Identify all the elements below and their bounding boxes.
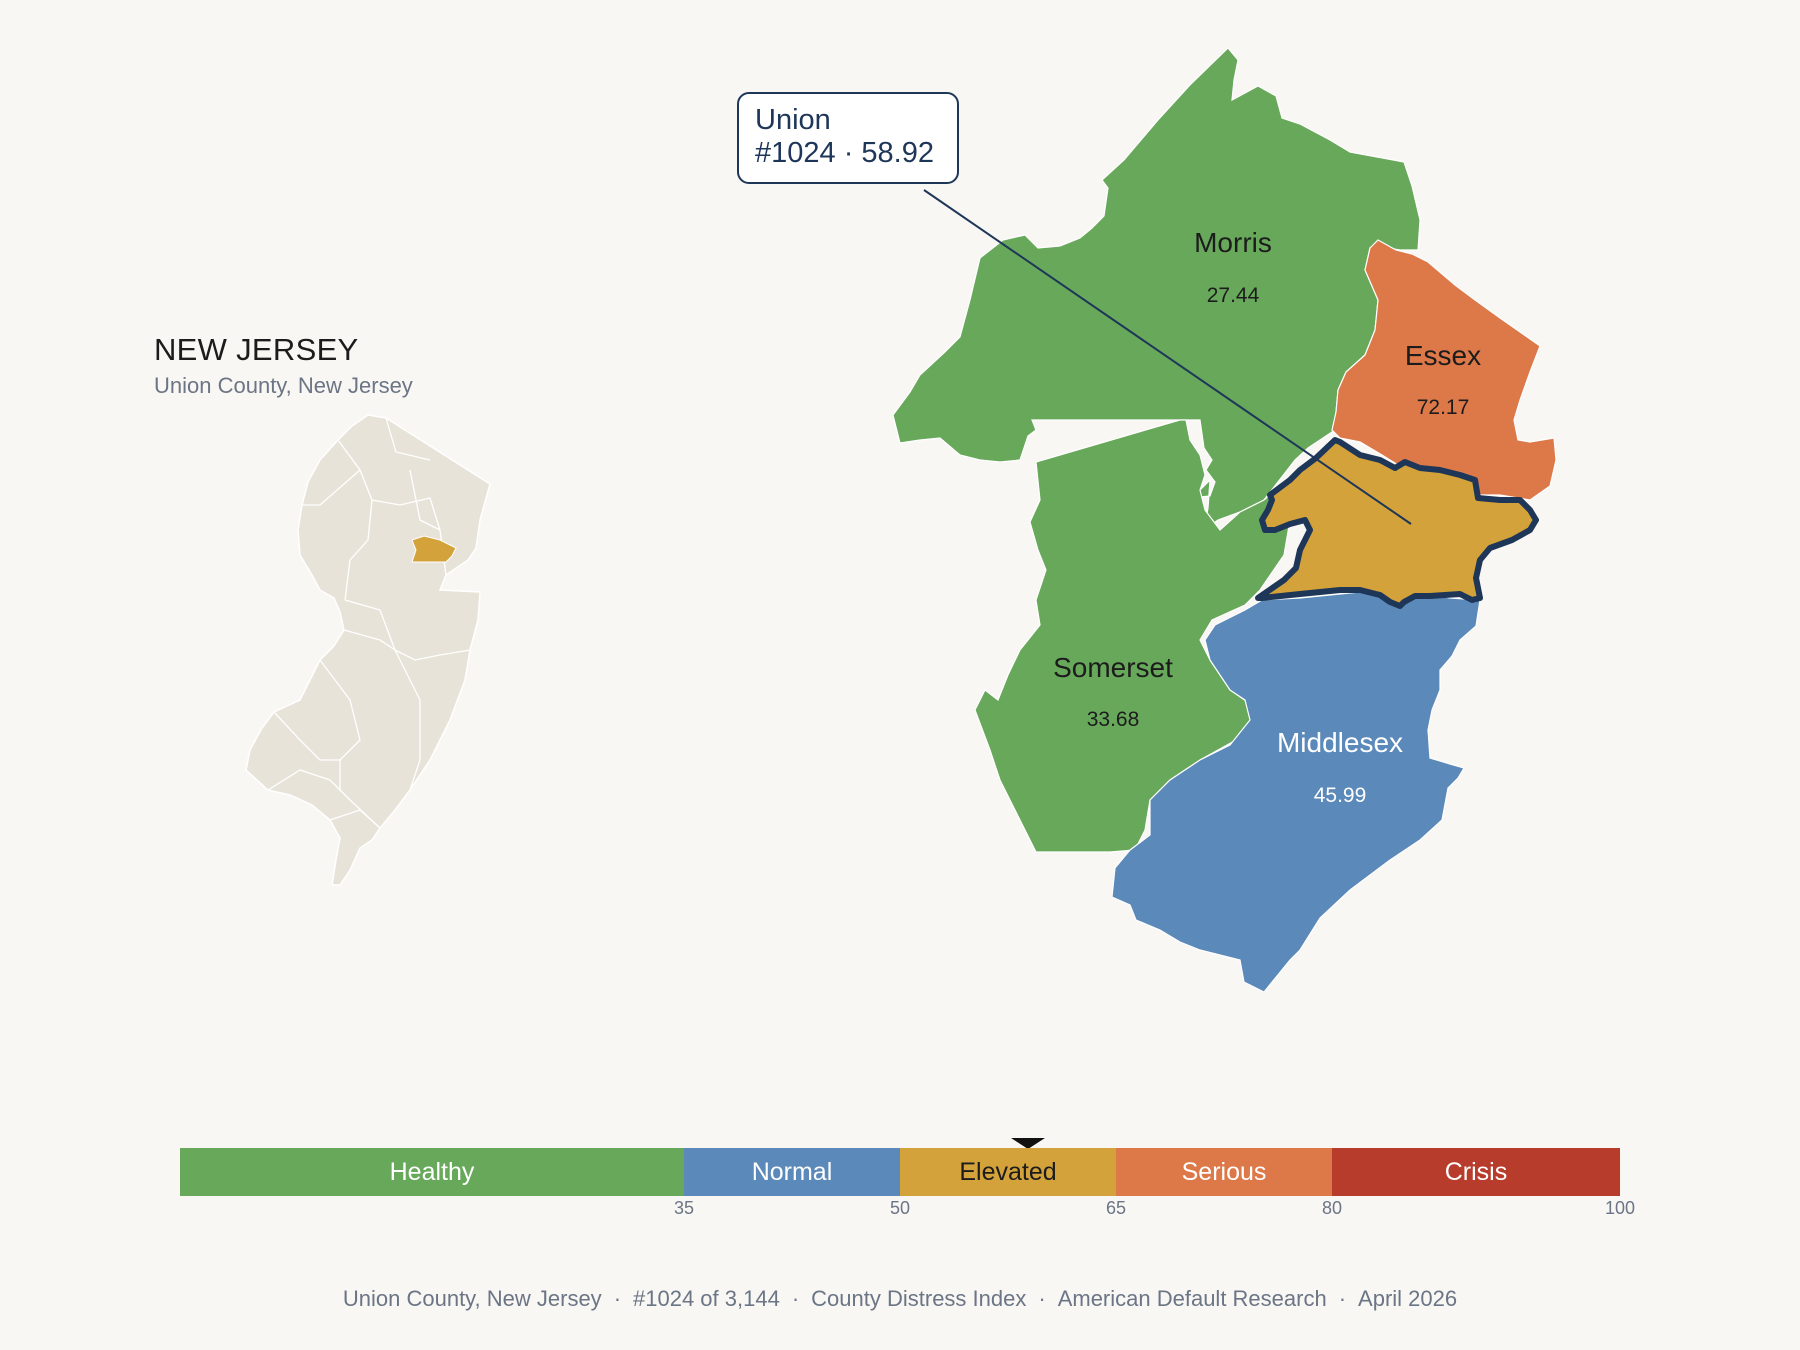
inset-state-map xyxy=(245,414,491,886)
union-callout: Union #1024 · 58.92 xyxy=(737,92,959,184)
inset-title: NEW JERSEY xyxy=(154,332,359,367)
county-label-middlesex: Middlesex xyxy=(1277,727,1403,758)
county-label-essex: Essex xyxy=(1405,340,1481,371)
footer-county: Union County, New Jersey xyxy=(342,1286,602,1311)
inset-county-borders xyxy=(267,417,471,829)
footer-separator: · xyxy=(791,1286,800,1311)
county-value-morris: 27.44 xyxy=(1207,284,1260,307)
county-essex[interactable] xyxy=(1331,239,1557,501)
footer-date: April 2026 xyxy=(1358,1286,1458,1311)
footer: Union County, New Jersey · #1024 of 3,144 ·… xyxy=(0,1286,1800,1312)
footer-separator: · xyxy=(1338,1286,1347,1311)
scale-segment-healthy: Healthy xyxy=(180,1148,684,1196)
inset-union-county xyxy=(411,535,457,563)
scale-marker-icon xyxy=(1011,1138,1046,1149)
footer-rank: #1024 of 3,144 xyxy=(633,1286,780,1311)
scale-segment-normal: Normal xyxy=(684,1148,900,1196)
scale-tick-label: 35 xyxy=(673,1198,695,1218)
county-value-middlesex: 45.99 xyxy=(1314,784,1367,807)
county-label-morris: Morris xyxy=(1194,227,1272,258)
county-label-somerset: Somerset xyxy=(1053,652,1173,683)
scale-segment-crisis: Crisis xyxy=(1332,1148,1620,1196)
county-somerset[interactable] xyxy=(974,419,1301,853)
callout-leader-line xyxy=(923,189,1412,525)
county-union[interactable] xyxy=(1255,437,1539,609)
inset-subtitle: Union County, New Jersey xyxy=(154,373,413,398)
callout-rank-value: #1024 · 58.92 xyxy=(755,137,934,169)
scale-tick-label: 65 xyxy=(1105,1198,1127,1218)
distress-scale-bar: Healthy Normal Elevated Serious Crisis xyxy=(180,1148,1620,1196)
inset-state-shape xyxy=(245,414,491,886)
county-value-essex: 72.17 xyxy=(1417,396,1470,419)
footer-separator: · xyxy=(613,1286,622,1311)
scale-tick-label: 100 xyxy=(1604,1198,1636,1218)
scale-segment-serious: Serious xyxy=(1116,1148,1332,1196)
county-value-somerset: 33.68 xyxy=(1087,708,1140,731)
footer-source: American Default Research xyxy=(1057,1286,1327,1311)
scale-segment-elevated: Elevated xyxy=(900,1148,1116,1196)
county-middlesex[interactable] xyxy=(1111,589,1481,993)
footer-separator: · xyxy=(1038,1286,1046,1311)
scale-tick-label: 80 xyxy=(1321,1198,1343,1218)
footer-index: County Distress Index xyxy=(811,1286,1027,1311)
callout-county-name: Union xyxy=(755,104,831,136)
county-map: Morris 27.44 Essex 72.17 Somerset 33.68 … xyxy=(892,47,1557,993)
scale-tick-label: 50 xyxy=(889,1198,911,1218)
